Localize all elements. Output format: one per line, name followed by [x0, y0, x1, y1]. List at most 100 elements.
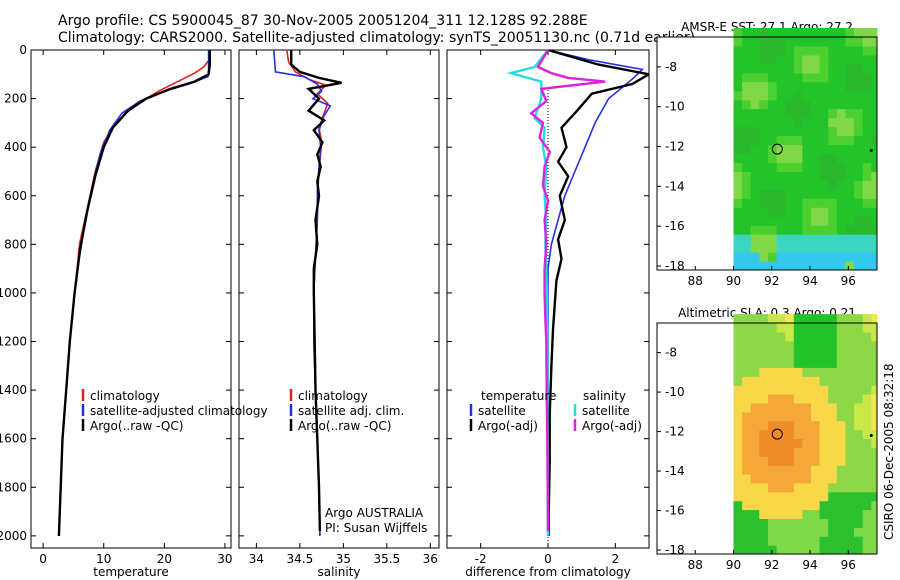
sst_map-cell [836, 63, 846, 74]
sla_map-cell [836, 385, 846, 395]
sst_map-cell [785, 189, 795, 199]
sla_map-cell [828, 527, 838, 537]
sst_map-cell [793, 180, 803, 190]
sst_map-cell [802, 90, 812, 101]
sla_map-cell [742, 438, 752, 448]
sst_map-cell [828, 108, 838, 119]
sla_map-cell [733, 500, 743, 511]
sla_map-cell [862, 314, 872, 324]
sst_map-cell [776, 261, 786, 271]
sst_map-cell [819, 28, 829, 38]
sst_map-cell [871, 81, 878, 92]
sla_map-cell [776, 429, 786, 439]
sst_map-cell [759, 153, 769, 163]
sla_map-cell [759, 411, 769, 422]
sla_map-cell [776, 482, 786, 493]
sst_map-cell [742, 37, 752, 47]
sst_map-cell [811, 28, 821, 38]
sla_map-cell [776, 465, 786, 475]
temperature-ytick-label: 400 [4, 140, 27, 154]
sst_map-cell [759, 261, 769, 271]
sla_map-cell [742, 323, 752, 333]
sst_map-cell [836, 252, 846, 262]
sla_map-cell [776, 509, 786, 519]
sst_map-cell [828, 28, 838, 38]
sst_map-cell [733, 54, 743, 65]
sst_map-cell [819, 171, 829, 181]
sla_map-cell [742, 536, 752, 546]
sla_map-cell [811, 340, 821, 351]
sla_map-cell [750, 420, 760, 431]
sla_map-cell [819, 482, 829, 493]
sst_map-cell [811, 198, 821, 208]
sst_map-cell [759, 171, 769, 181]
sla_map-cell [759, 358, 769, 368]
sst_map-cell [819, 54, 829, 65]
sst_map-cell [828, 46, 838, 56]
sla_map-cell [862, 394, 872, 404]
sla_map-cell [759, 385, 769, 395]
sla_map-cell [768, 518, 778, 528]
sla_map-cell [776, 367, 786, 377]
sst_map-cell [768, 189, 778, 199]
sla_map-cell [828, 340, 838, 351]
sla_map-cell [836, 456, 846, 466]
sst_map-cell [802, 144, 812, 154]
sst_map-cell [854, 54, 864, 65]
sla_map-cell [733, 403, 743, 413]
sla_map-cell [750, 349, 760, 360]
sla_map-cell [759, 438, 769, 448]
difference-series-salinity-argo-adj- [529, 50, 606, 532]
sla_map-cell [785, 447, 795, 457]
sla_map-cell [845, 420, 855, 431]
sla_map-cell [819, 491, 829, 502]
sst_map-cell [854, 171, 864, 181]
sla_map-cell [836, 349, 846, 360]
sla_map-cell [742, 331, 752, 342]
salinity-xlabel: salinity [317, 565, 360, 579]
sst_map-cell [759, 207, 769, 217]
sla_map-cell [811, 394, 821, 404]
difference-series-temperature-satellite [547, 50, 644, 536]
sla_map-cell [819, 349, 829, 360]
sla_map-cell [819, 474, 829, 484]
salinity-legend-label: satellite adj. clim. [298, 404, 404, 418]
difference-xlabel: difference from climatology [465, 565, 631, 579]
sla_map-cell [854, 385, 864, 395]
sla_map-cell [785, 403, 795, 413]
sla_map-cell [750, 482, 760, 493]
sst_map-cell [742, 189, 752, 199]
temperature-xtick-label: 30 [217, 552, 232, 566]
sst_map-cell [862, 126, 872, 137]
sst_map-cell [793, 126, 803, 137]
sst_map-cell [793, 162, 803, 172]
salinity-series-argo-raw-qc- [290, 50, 342, 532]
sst_map-cell [742, 126, 752, 137]
sst_map-cell [742, 225, 752, 235]
sla_map-cell [785, 314, 795, 324]
sla_map-cell [819, 403, 829, 413]
sla_map-cell [871, 536, 878, 546]
sla_map-cell [862, 465, 872, 475]
side-label: CSIRO 06-Dec-2005 08:32:18 [882, 363, 896, 540]
sla_map-cell [793, 447, 803, 457]
sst_map-cell [742, 180, 752, 190]
sla_map-cell [776, 420, 786, 431]
sst_map-cell [828, 180, 838, 190]
sst_map-cell [776, 54, 786, 65]
sla_map-cell [836, 394, 846, 404]
sla_map-cell [836, 491, 846, 502]
sst_map-cell [785, 54, 795, 65]
sla_map-cell [742, 403, 752, 413]
sst_map-xtick-label: 94 [802, 274, 817, 288]
sst_map-cell [836, 261, 846, 271]
temperature-series-argo-raw-qc- [57, 50, 212, 536]
sla_map-cell [836, 323, 846, 333]
sst_map-cell [768, 99, 778, 110]
sla_map-cell [785, 527, 795, 537]
sla_map-cell [733, 340, 743, 351]
sst_map-cell [802, 162, 812, 172]
sst_map-cell [733, 117, 743, 128]
sst_map-cell [871, 90, 878, 101]
sla_map-cell [802, 447, 812, 457]
